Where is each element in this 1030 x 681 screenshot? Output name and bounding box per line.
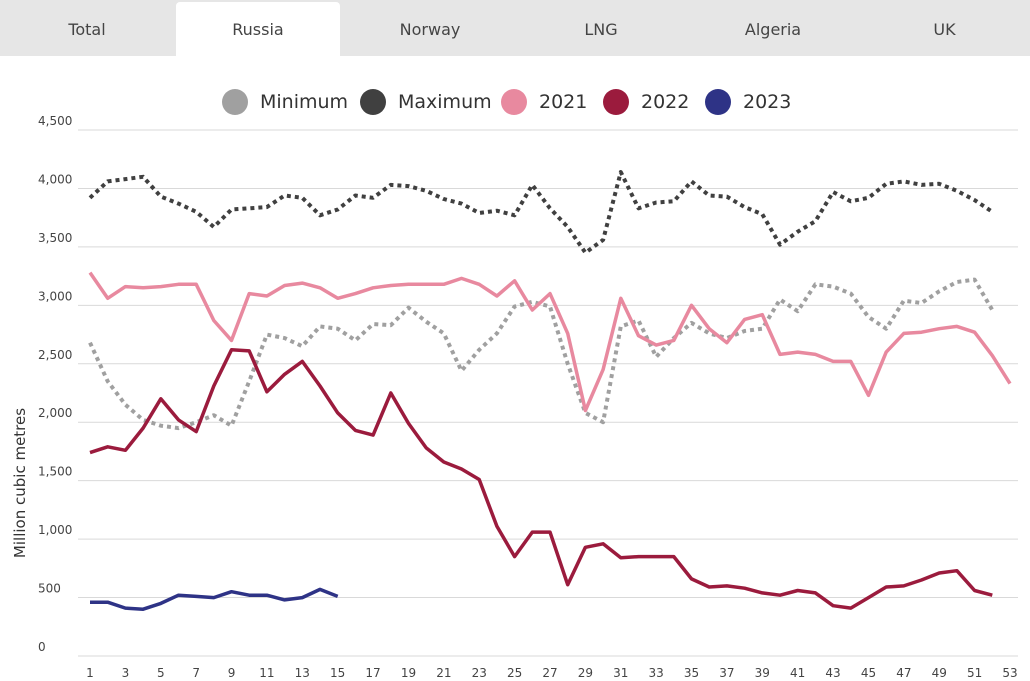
y-tick-label: 1,000 xyxy=(38,523,72,537)
tab-label: Algeria xyxy=(744,19,802,39)
x-tick-label: 1 xyxy=(86,666,94,680)
x-tick-label: 53 xyxy=(1002,666,1017,680)
y-tick-label: 2,000 xyxy=(38,406,72,420)
region-tabs: Total Russia Norway LNG Algeria UK xyxy=(0,0,1030,56)
x-tick-label: 9 xyxy=(228,666,236,680)
chart-legend: Minimum Maximum 2021 2022 2023 xyxy=(0,84,1030,120)
x-tick-label: 17 xyxy=(365,666,380,680)
x-tick-label: 29 xyxy=(578,666,593,680)
legend-swatch xyxy=(705,89,731,115)
tab-label: Russia xyxy=(232,19,284,39)
y-tick-label: 500 xyxy=(38,582,61,596)
tab-norway[interactable]: Norway xyxy=(345,2,515,56)
legend-label: Minimum xyxy=(260,91,349,113)
x-tick-label: 41 xyxy=(790,666,805,680)
x-tick-label: 23 xyxy=(472,666,487,680)
x-tick-label: 5 xyxy=(157,666,165,680)
series-line-2023 xyxy=(90,587,339,611)
legend-item-2022[interactable]: 2022 xyxy=(603,84,689,120)
legend-label: Maximum xyxy=(398,91,492,113)
tab-label: UK xyxy=(933,19,956,39)
series-line-maximum xyxy=(88,170,994,255)
tab-lng[interactable]: LNG xyxy=(515,2,687,56)
legend-item-2021[interactable]: 2021 xyxy=(501,84,587,120)
x-tick-label: 49 xyxy=(932,666,947,680)
tab-label: LNG xyxy=(584,19,618,39)
tab-label: Total xyxy=(68,19,106,39)
x-tick-label: 21 xyxy=(436,666,451,680)
x-tick-label: 7 xyxy=(192,666,200,680)
legend-swatch xyxy=(222,89,248,115)
x-tick-label: 33 xyxy=(649,666,664,680)
x-tick-label: 13 xyxy=(295,666,310,680)
x-tick-label: 51 xyxy=(967,666,982,680)
tab-algeria[interactable]: Algeria xyxy=(687,2,859,56)
y-tick-label: 1,500 xyxy=(38,465,72,479)
x-tick-label: 27 xyxy=(542,666,557,680)
legend-swatch xyxy=(603,89,629,115)
x-tick-label: 35 xyxy=(684,666,699,680)
x-tick-label: 25 xyxy=(507,666,522,680)
legend-item-minimum[interactable]: Minimum xyxy=(222,84,348,120)
legend-label: 2022 xyxy=(641,91,690,113)
y-tick-label: 0 xyxy=(38,640,46,654)
legend-item-maximum[interactable]: Maximum xyxy=(360,84,492,120)
x-tick-label: 31 xyxy=(613,666,628,680)
x-tick-label: 11 xyxy=(259,666,274,680)
legend-label: 2023 xyxy=(743,91,792,113)
x-tick-label: 45 xyxy=(861,666,876,680)
tab-uk[interactable]: UK xyxy=(859,2,1030,56)
y-tick-label: 4,500 xyxy=(38,114,72,128)
y-tick-label: 4,000 xyxy=(38,172,72,186)
y-tick-label: 3,500 xyxy=(38,231,72,245)
x-tick-label: 19 xyxy=(401,666,416,680)
legend-swatch xyxy=(501,89,527,115)
x-tick-label: 15 xyxy=(330,666,345,680)
y-tick-label: 3,000 xyxy=(38,289,72,303)
series-line-2021 xyxy=(88,271,1012,413)
legend-label: 2021 xyxy=(539,91,588,113)
legend-item-2023[interactable]: 2023 xyxy=(705,84,791,120)
legend-swatch xyxy=(360,89,386,115)
x-tick-label: 37 xyxy=(719,666,734,680)
x-tick-label: 43 xyxy=(825,666,840,680)
x-tick-label: 39 xyxy=(755,666,770,680)
series-line-2022 xyxy=(89,348,993,610)
x-tick-label: 3 xyxy=(122,666,130,680)
x-tick-label: 47 xyxy=(896,666,911,680)
y-axis-label: Million cubic metres xyxy=(11,408,29,558)
tab-label: Norway xyxy=(399,19,461,39)
y-tick-label: 2,500 xyxy=(38,348,72,362)
tab-russia[interactable]: Russia xyxy=(176,2,340,56)
tab-total[interactable]: Total xyxy=(0,2,174,56)
